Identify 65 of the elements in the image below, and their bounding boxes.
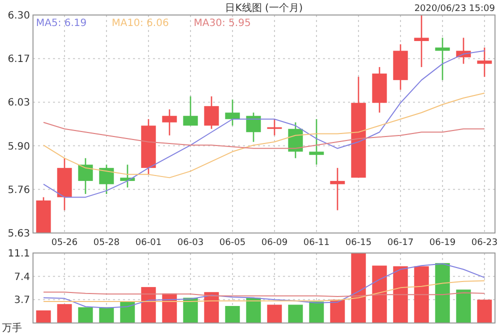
y-axis-title: 万手 <box>2 322 22 333</box>
bar <box>57 304 72 323</box>
bar <box>78 307 93 323</box>
y-tick-label: 5.63 <box>8 228 30 240</box>
bar <box>309 302 324 323</box>
text: MA10: 6.06 <box>112 18 169 29</box>
bar <box>204 292 219 323</box>
text: MA5: 6.19 <box>36 18 87 29</box>
line-series <box>43 50 485 198</box>
x-tick-label: 06-17 <box>387 238 414 248</box>
chart-title: 日K线图 (一个月) <box>225 2 303 14</box>
candlestick <box>120 164 135 188</box>
line-series <box>43 263 485 308</box>
y-tick-label: 7.4 <box>14 272 30 283</box>
bar <box>351 253 366 323</box>
y-tick-label: 6.17 <box>8 54 30 66</box>
line-series <box>43 280 485 302</box>
x-tick-label: 05-26 <box>51 238 78 248</box>
x-tick-label: 06-15 <box>345 238 372 248</box>
candlestick <box>414 14 429 68</box>
candlestick <box>288 122 303 159</box>
candlestick <box>435 37 450 81</box>
x-tick-label: 06-01 <box>135 238 162 248</box>
y-tick-label: 11.1 <box>8 248 30 260</box>
bar <box>435 263 450 323</box>
bar <box>120 302 135 323</box>
candlestick <box>309 118 324 166</box>
candlestick <box>183 96 198 126</box>
candlestick <box>78 158 93 195</box>
bar <box>288 304 303 323</box>
bar <box>456 290 471 323</box>
bar <box>141 287 156 323</box>
bar <box>99 307 114 323</box>
y-tick-label: 6.30 <box>8 10 30 22</box>
bar <box>225 306 240 323</box>
bar <box>36 310 51 323</box>
candlestick <box>162 108 177 136</box>
y-tick-label: 5.90 <box>8 141 30 152</box>
x-tick-label: 06-05 <box>219 238 246 248</box>
text: 2020/06/23 15:09 <box>414 4 496 14</box>
candlestick <box>246 112 261 143</box>
candlestick <box>267 118 282 136</box>
bar <box>267 304 282 323</box>
y-tick-label: 3.7 <box>14 295 30 306</box>
bar <box>246 298 261 323</box>
x-tick-label: 06-23 <box>471 238 498 248</box>
x-tick-label: 06-19 <box>429 238 456 248</box>
bar <box>414 266 429 323</box>
candlestick <box>477 46 492 78</box>
bar <box>330 300 345 323</box>
x-tick-label: 06-09 <box>261 238 288 248</box>
x-tick-label: 06-03 <box>177 238 204 248</box>
x-tick-label: 05-28 <box>93 238 120 248</box>
candlestick <box>225 98 240 126</box>
candlestick <box>330 167 345 211</box>
y-tick-label: 5.76 <box>8 184 30 196</box>
text: MA30: 5.95 <box>194 18 251 29</box>
bar <box>372 266 387 323</box>
bar <box>183 298 198 323</box>
candlestick <box>99 164 114 195</box>
bar <box>393 266 408 323</box>
bar <box>477 300 492 323</box>
x-tick-label: 06-11 <box>303 238 330 248</box>
y-tick-label: 6.03 <box>8 98 30 109</box>
candlestick <box>204 96 219 130</box>
